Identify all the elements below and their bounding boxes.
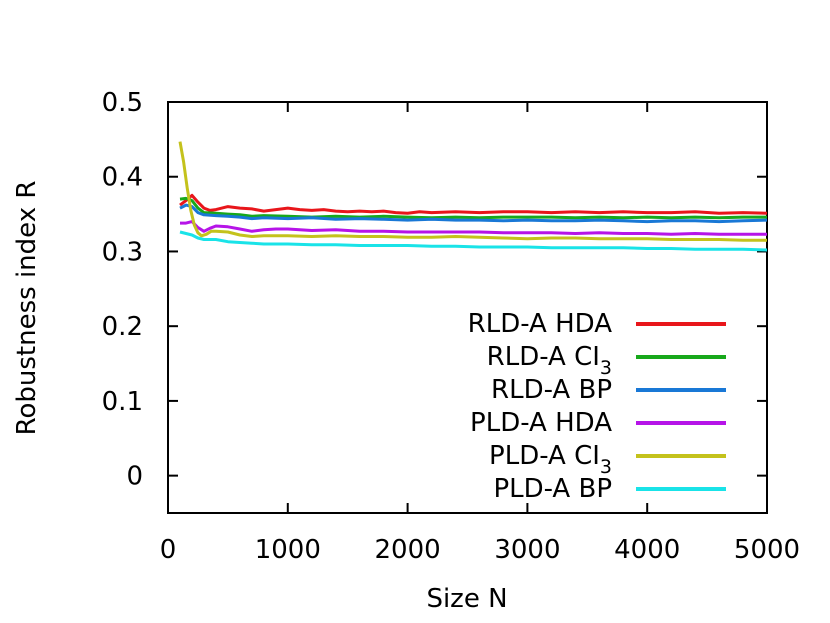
x-tick-label: 5000	[734, 535, 800, 565]
x-tick-label: 2000	[375, 535, 441, 565]
series-line	[179, 203, 768, 224]
axis-ticks	[167, 101, 768, 513]
x-axis-title: Size N	[426, 584, 507, 614]
series-line	[179, 196, 767, 220]
legend-label-text: PLD-A BP	[493, 474, 612, 504]
y-tick-label: 0.1	[102, 387, 143, 417]
legend-label-text: RLD-A HDA	[468, 309, 613, 339]
x-tick-label: 0	[160, 535, 177, 565]
legend-label: PLD-A HDA	[470, 408, 612, 438]
legend-label: RLD-A CI3	[487, 342, 612, 379]
legend-label: RLD-A HDA	[468, 309, 613, 339]
x-tick-label: 4000	[614, 535, 680, 565]
y-tick-label: 0.5	[102, 88, 143, 118]
y-tick-label: 0.2	[102, 312, 143, 342]
legend-label: RLD-A BP	[491, 375, 612, 405]
series-line	[180, 220, 767, 236]
y-tick-label: 0	[126, 462, 143, 492]
legend-label-subscript: 3	[600, 357, 612, 379]
tick-labels: 0 1000 2000 3000 4000 5000 0 0.1 0.2 0.3 0.4 0.5	[102, 88, 800, 565]
legend-label: PLD-A CI3	[489, 441, 612, 478]
legend-label-text: RLD-A BP	[491, 375, 612, 405]
legend-label: PLD-A BP	[493, 474, 612, 504]
legend-label-text: RLD-A CI	[487, 342, 600, 372]
x-tick-label: 1000	[255, 535, 321, 565]
y-tick-label: 0.3	[102, 237, 143, 267]
series-line	[179, 230, 768, 252]
legend-label-text: PLD-A HDA	[470, 408, 612, 438]
series-line	[178, 141, 767, 242]
series-line	[179, 193, 768, 215]
series-lines	[178, 141, 768, 252]
x-tick-label: 3000	[494, 535, 560, 565]
legend-label-text: PLD-A CI	[489, 441, 600, 471]
y-tick-label: 0.4	[102, 163, 143, 193]
y-axis-title: Robustness index R	[12, 181, 42, 436]
legend-label-subscript: 3	[600, 456, 612, 478]
plot-frame	[167, 101, 768, 514]
